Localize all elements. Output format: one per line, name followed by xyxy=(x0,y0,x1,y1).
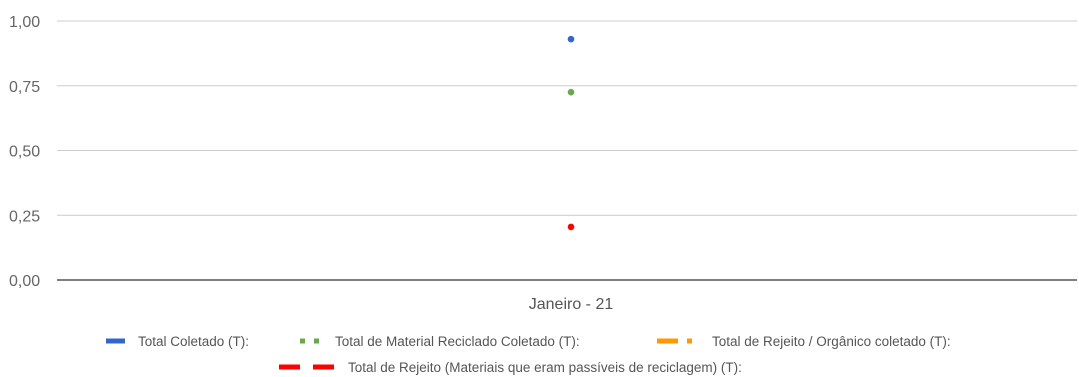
legend-swatch xyxy=(657,338,692,344)
legend-swatch xyxy=(300,338,319,344)
legend-swatch xyxy=(106,338,125,344)
x-category-label: Janeiro - 21 xyxy=(529,296,614,313)
data-point-series-0[interactable] xyxy=(567,35,575,43)
y-tick-label: 1,00 xyxy=(9,14,40,31)
legend-label-series-1: Total de Material Reciclado Coletado (T)… xyxy=(335,334,580,349)
legend-label-series-0: Total Coletado (T): xyxy=(138,334,249,349)
gridlines xyxy=(57,20,1077,281)
data-point-series-1[interactable] xyxy=(567,88,575,96)
y-tick-label: 0,00 xyxy=(9,273,40,290)
legend-swatch xyxy=(279,364,334,370)
data-point-series-3[interactable] xyxy=(567,223,575,231)
legend-label-series-2: Total de Rejeito / Orgânico coletado (T)… xyxy=(712,334,951,349)
y-tick-label: 0,50 xyxy=(9,144,40,161)
y-axis-ticks: 0,00 0,25 0,50 0,75 1,00 xyxy=(9,14,40,290)
legend: Total Coletado (T): Total de Material Rec… xyxy=(106,334,951,375)
data-points xyxy=(567,35,575,231)
y-tick-label: 0,75 xyxy=(9,79,40,96)
x-axis: Janeiro - 21 xyxy=(529,296,614,313)
legend-label-series-3: Total de Rejeito (Materiais que eram pas… xyxy=(348,360,742,375)
y-tick-label: 0,25 xyxy=(9,208,40,225)
